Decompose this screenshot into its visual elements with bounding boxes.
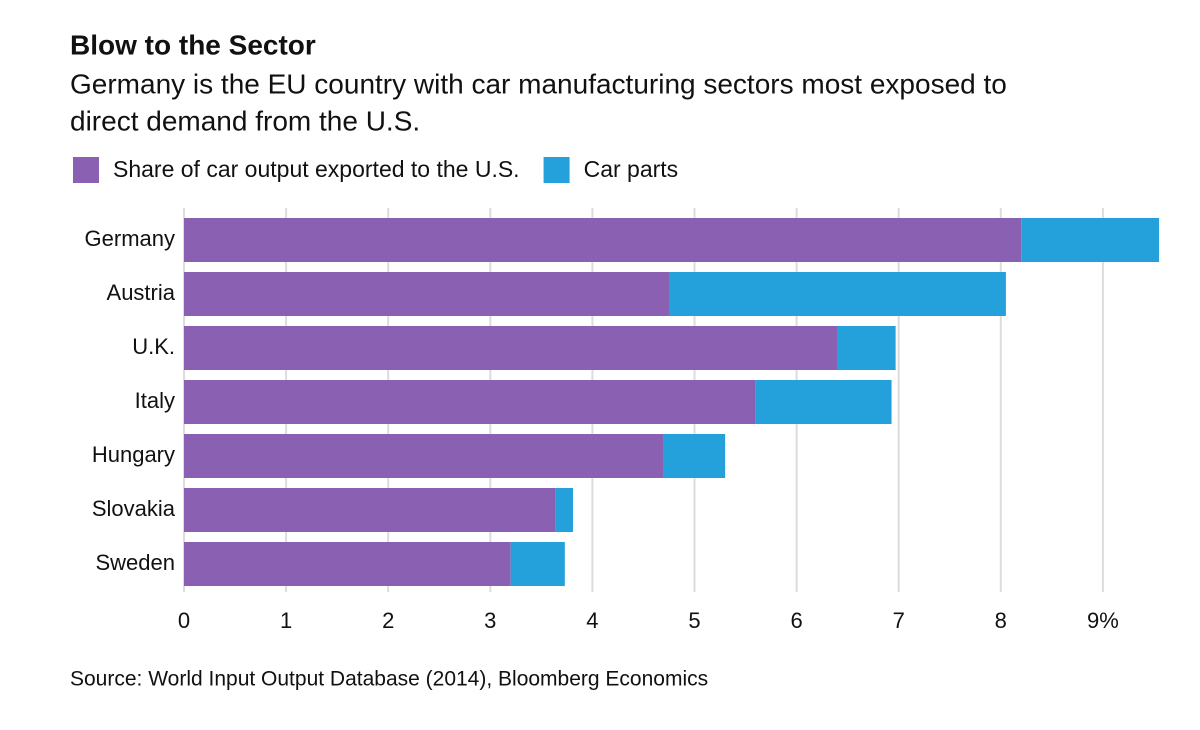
y-tick-label: Austria — [107, 280, 176, 305]
chart-subtitle: direct demand from the U.S. — [70, 105, 420, 136]
bar-segment — [1021, 218, 1160, 262]
bar-segment — [184, 488, 556, 532]
y-tick-label: Sweden — [95, 550, 175, 575]
x-tick-label: 4 — [586, 608, 598, 633]
y-tick-label: Germany — [85, 226, 175, 251]
y-tick-label: Italy — [135, 388, 175, 413]
x-tick-label: 7 — [893, 608, 905, 633]
bar-segment — [184, 434, 664, 478]
source: Source: World Input Output Database (201… — [70, 668, 708, 691]
bar-segment — [837, 326, 896, 370]
bar-segment — [663, 434, 726, 478]
x-tick-label: 8 — [995, 608, 1007, 633]
bar-segment — [184, 218, 1022, 262]
legend-label: Share of car output exported to the U.S. — [113, 156, 520, 182]
bar-segment — [184, 272, 669, 316]
y-tick-label: U.K. — [132, 334, 175, 359]
x-tick-label: 5 — [688, 608, 700, 633]
bar-segment — [510, 542, 565, 586]
x-tick-label: 6 — [790, 608, 802, 633]
x-tick-label: 3 — [484, 608, 496, 633]
x-tick-label: 2 — [382, 608, 394, 633]
chart-title: Blow to the Sector — [70, 29, 316, 60]
y-tick-label: Slovakia — [92, 496, 176, 521]
legend-label: Car parts — [584, 156, 679, 182]
y-tick-label: Hungary — [92, 442, 175, 467]
legend-swatch — [73, 157, 99, 183]
chart-subtitle: Germany is the EU country with car manuf… — [70, 68, 1007, 99]
legend-swatch — [543, 157, 570, 183]
bar-segment — [668, 272, 1006, 316]
x-tick-label: 9% — [1087, 608, 1119, 633]
bar-segment — [184, 542, 511, 586]
x-tick-label: 1 — [280, 608, 292, 633]
bar-segment — [184, 326, 838, 370]
bar-segment — [755, 380, 892, 424]
x-tick-label: 0 — [178, 608, 190, 633]
bar-segment — [184, 380, 756, 424]
bar-segment — [555, 488, 574, 532]
